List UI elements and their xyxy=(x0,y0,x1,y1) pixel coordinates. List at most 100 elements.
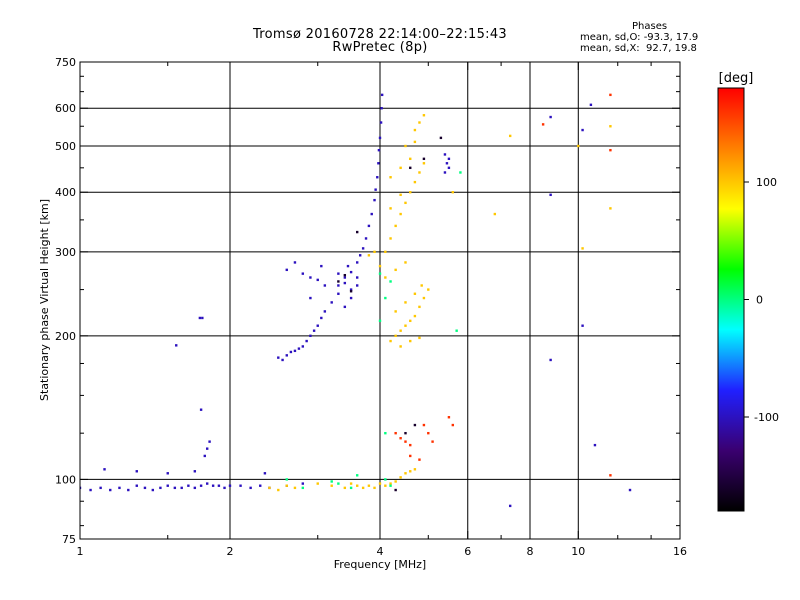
axis-ticks xyxy=(79,61,681,540)
data-point xyxy=(355,484,359,487)
data-point xyxy=(609,207,612,210)
data-point xyxy=(205,447,209,450)
data-point xyxy=(377,162,380,165)
data-point xyxy=(409,454,412,458)
data-point xyxy=(389,207,392,210)
data-point xyxy=(508,504,512,508)
data-point xyxy=(609,125,612,128)
data-point xyxy=(447,416,451,419)
data-point xyxy=(439,136,443,140)
data-point xyxy=(223,486,226,490)
data-point xyxy=(316,482,319,485)
data-point xyxy=(367,484,371,487)
data-point xyxy=(379,121,383,124)
y-tick-label: 500 xyxy=(55,140,76,153)
data-point xyxy=(343,305,347,309)
data-point xyxy=(418,458,421,461)
data-point xyxy=(259,484,262,487)
data-point xyxy=(413,180,417,184)
data-point xyxy=(445,162,449,165)
data-point xyxy=(394,431,397,435)
grid-lines xyxy=(80,62,680,539)
data-point xyxy=(427,288,430,291)
data-point xyxy=(394,224,397,228)
colorbar xyxy=(717,87,745,512)
colorbar-tick-label: 0 xyxy=(756,294,763,307)
data-point xyxy=(305,339,308,343)
data-point xyxy=(409,443,412,447)
data-point xyxy=(404,301,407,304)
data-point xyxy=(330,301,333,304)
data-point xyxy=(399,193,402,197)
data-point xyxy=(249,486,252,490)
data-point xyxy=(399,345,402,348)
data-point xyxy=(135,484,138,487)
data-point xyxy=(404,440,407,443)
data-point xyxy=(228,484,232,487)
data-point xyxy=(239,484,242,487)
data-point xyxy=(309,276,312,279)
data-point xyxy=(399,437,402,440)
x-tick-label: 4 xyxy=(377,545,384,558)
x-axis-label: Frequency [MHz] xyxy=(334,558,426,571)
stats-line-o: mean, sd,O: -93.3, 17.9 xyxy=(580,32,699,43)
data-point xyxy=(330,480,333,483)
data-point xyxy=(459,171,462,174)
data-point xyxy=(337,280,340,283)
data-point xyxy=(99,486,102,490)
data-point xyxy=(394,488,397,492)
data-point xyxy=(413,292,417,295)
data-point xyxy=(309,296,312,300)
data-point xyxy=(443,171,447,174)
data-point xyxy=(135,470,138,473)
data-point xyxy=(355,474,359,477)
data-point xyxy=(349,290,353,293)
data-point xyxy=(549,115,552,119)
data-point xyxy=(337,482,340,485)
x-tick-label: 8 xyxy=(527,545,534,558)
data-point xyxy=(409,166,412,170)
data-point xyxy=(508,134,512,138)
data-point xyxy=(173,486,177,490)
data-point xyxy=(297,347,301,350)
data-point xyxy=(320,316,323,320)
data-point xyxy=(422,162,426,165)
data-point xyxy=(199,484,203,487)
data-point xyxy=(293,261,297,264)
data-point xyxy=(337,284,340,287)
data-point xyxy=(103,468,106,471)
data-point xyxy=(409,157,412,161)
data-point xyxy=(380,93,384,97)
data-point xyxy=(455,329,458,332)
data-point xyxy=(377,148,381,152)
data-point xyxy=(413,128,417,132)
data-point xyxy=(323,284,327,287)
data-point xyxy=(409,191,412,194)
y-tick-label: 100 xyxy=(55,473,76,486)
data-point xyxy=(389,339,392,343)
y-tick-label: 400 xyxy=(55,186,76,199)
data-point xyxy=(316,278,319,282)
data-point xyxy=(343,281,347,285)
data-point xyxy=(285,478,288,481)
x-tick-label: 16 xyxy=(673,545,687,558)
data-point xyxy=(205,482,209,485)
data-point xyxy=(384,484,387,487)
data-point xyxy=(399,212,402,216)
data-point xyxy=(323,310,327,313)
data-point xyxy=(293,349,297,353)
data-point xyxy=(199,408,203,411)
y-tick-label: 200 xyxy=(55,330,76,343)
data-point xyxy=(349,288,353,291)
data-point xyxy=(394,310,397,313)
data-point xyxy=(404,472,407,475)
data-point xyxy=(413,468,417,471)
data-point xyxy=(263,472,267,475)
data-point xyxy=(355,230,359,234)
data-point xyxy=(166,484,169,487)
data-point xyxy=(399,476,402,479)
data-point xyxy=(581,324,584,327)
data-point xyxy=(349,482,353,485)
data-point xyxy=(447,157,451,161)
